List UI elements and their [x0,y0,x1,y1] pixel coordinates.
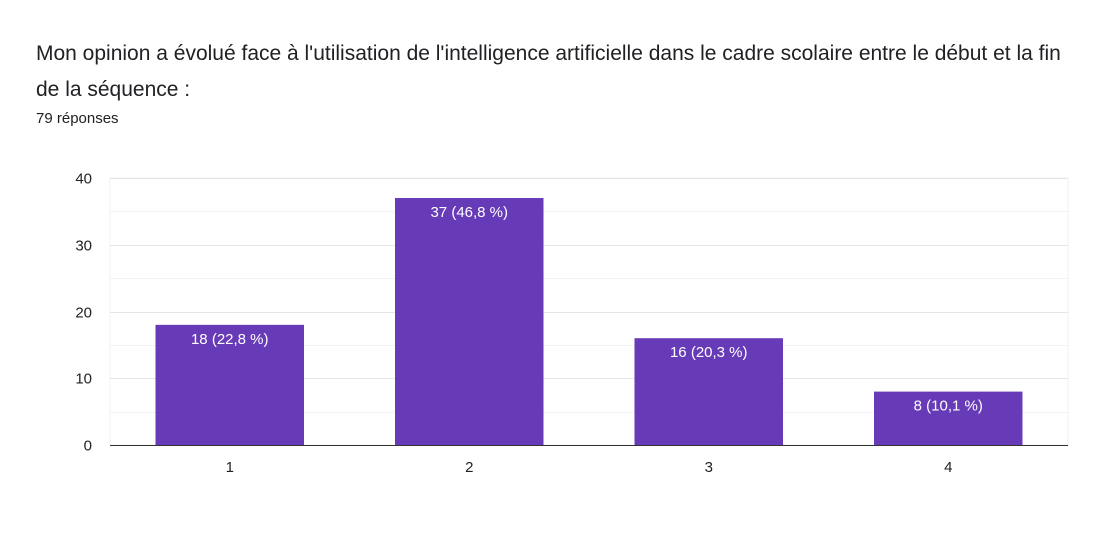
bar [395,198,544,445]
question-title: Mon opinion a évolué face à l'utilisatio… [36,42,1061,101]
data-labels: 18 (22,8 %) 37 (46,8 %) 16 (20,3 %) 8 (10,1… [191,204,983,415]
y-tick-label: 0 [84,438,92,455]
x-tick-label: 3 [705,459,713,476]
bar [155,324,304,445]
bars [155,198,1023,445]
bar-data-label: 37 (46,8 %) [430,204,508,221]
bar [874,391,1023,445]
bar [634,338,783,445]
bar-data-label: 18 (22,8 %) [191,331,269,348]
y-tick-label: 30 [75,238,92,255]
y-tick-label: 20 [75,305,92,322]
bar-data-label: 8 (10,1 %) [914,398,983,415]
bar-data-label: 16 (20,3 %) [670,344,748,361]
y-tick-label: 10 [75,371,92,388]
x-tick-label: 2 [465,459,473,476]
y-axis-ticks: 0 10 20 30 40 [75,171,92,455]
x-tick-label: 4 [944,459,952,476]
response-count: 79 réponses [36,110,119,127]
x-tick-label: 1 [226,459,234,476]
y-tick-label: 40 [75,171,92,188]
x-axis-ticks: 1 2 3 4 [226,459,953,476]
grid-lines [109,177,1069,446]
